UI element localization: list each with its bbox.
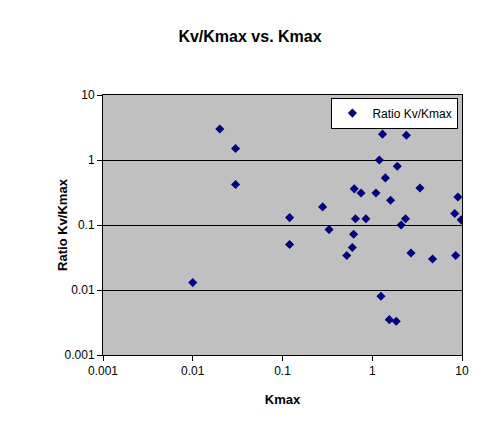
svg-text:10: 10: [455, 364, 469, 378]
svg-text:10: 10: [81, 88, 95, 102]
svg-text:Ratio Kv/Kmax: Ratio Kv/Kmax: [372, 107, 451, 121]
svg-text:1: 1: [88, 153, 95, 167]
svg-text:0.001: 0.001: [65, 348, 95, 362]
svg-text:1: 1: [369, 364, 376, 378]
svg-text:0.001: 0.001: [88, 364, 118, 378]
svg-text:0.01: 0.01: [181, 364, 205, 378]
svg-text:Ratio Kv/Kmax: Ratio Kv/Kmax: [55, 178, 70, 271]
svg-text:Kv/Kmax vs. Kmax: Kv/Kmax vs. Kmax: [178, 28, 321, 45]
svg-text:0.1: 0.1: [274, 364, 291, 378]
svg-text:0.01: 0.01: [71, 283, 95, 297]
svg-text:Kmax: Kmax: [265, 392, 301, 407]
svg-text:0.1: 0.1: [78, 218, 95, 232]
